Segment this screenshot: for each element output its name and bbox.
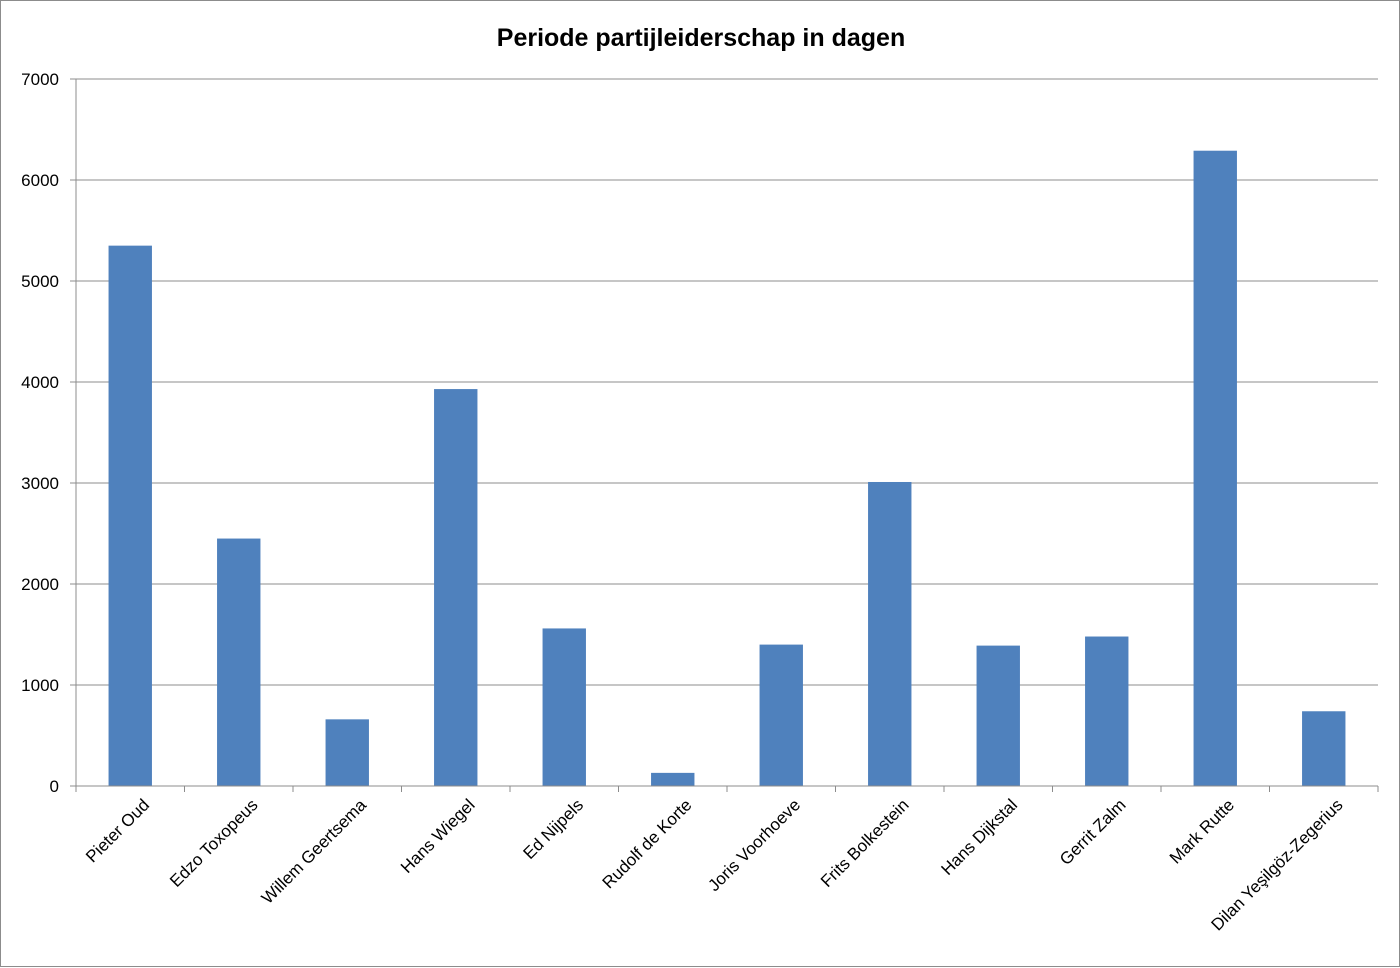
x-tick-label: Frits Bolkestein [817,795,913,891]
x-tick-label: Hans Wiegel [397,795,479,877]
y-axis: 0 1000 2000 3000 4000 5000 6000 7000 [21,70,77,796]
y-tick-label: 6000 [21,171,59,190]
gridlines [76,78,1378,686]
bar [1193,150,1237,786]
y-tick-label: 2000 [21,575,59,594]
x-tick-label: Mark Rutte [1166,795,1238,867]
x-tick-label: Rudolf de Korte [599,795,696,892]
y-tick-label: 3000 [21,474,59,493]
bar [976,645,1020,786]
bar [1085,636,1129,786]
chart-title: Periode partijleiderschap in dagen [497,24,905,52]
bar [542,628,586,786]
x-tick-label: Ed Nijpels [520,795,588,863]
bar [759,644,803,786]
bar [325,719,369,786]
bar [1302,711,1346,786]
bar [868,481,912,786]
x-tick-label: Hans Dijkstal [937,795,1021,879]
x-tick-label: Edzo Toxopeus [166,795,261,890]
y-tick-label: 1000 [21,676,59,695]
bar [217,538,261,786]
x-tick-label: Joris Voorhoeve [704,795,804,895]
bar [108,245,152,786]
x-tick-label: Willem Geertsema [258,795,371,908]
y-tick-label: 5000 [21,272,59,291]
bar [434,389,478,786]
x-tick-label: Gerrit Zalm [1056,795,1130,869]
x-tick-label: Pieter Oud [82,795,153,866]
bars [108,150,1346,786]
bar [651,772,695,786]
y-tick-label: 7000 [21,70,59,89]
y-tick-label: 0 [50,777,59,796]
y-tick-label: 4000 [21,373,59,392]
